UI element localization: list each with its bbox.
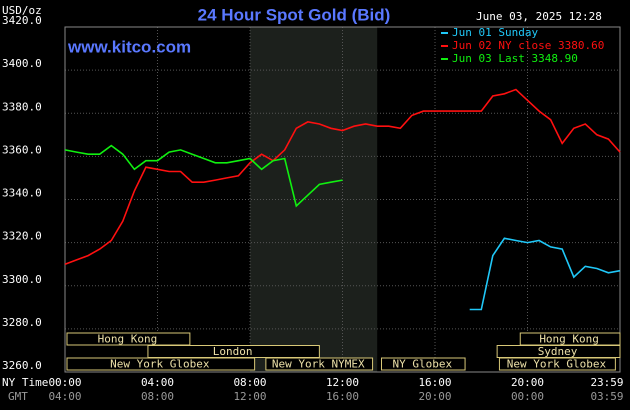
legend-label: Jun 03 Last 3348.90 bbox=[452, 52, 578, 65]
session-box bbox=[498, 357, 616, 371]
session-label: New York Globex bbox=[110, 358, 210, 371]
y-unit: USD/oz bbox=[2, 4, 42, 17]
y-tick-label: 3320.0 bbox=[2, 230, 42, 243]
x2-tick-label: 04:00 bbox=[48, 390, 81, 403]
chart-title: 24 Hour Spot Gold (Bid) bbox=[198, 5, 391, 24]
x-tick-label: 08:00 bbox=[233, 376, 266, 389]
x-tick-label: 23:59 bbox=[590, 376, 623, 389]
x-tick-label: 00:00 bbox=[48, 376, 81, 389]
legend-label: Jun 02 NY close 3380.60 bbox=[452, 39, 604, 52]
y-tick-label: 3380.0 bbox=[2, 100, 42, 113]
y-tick-label: 3300.0 bbox=[2, 273, 42, 286]
x-label: NY Time bbox=[2, 376, 48, 389]
session-box bbox=[66, 332, 191, 346]
session-label: London bbox=[213, 345, 253, 358]
session-highlight bbox=[250, 27, 378, 372]
session-label: Hong Kong bbox=[98, 333, 158, 346]
session-label: Sydney bbox=[538, 345, 578, 358]
x2-tick-label: 08:00 bbox=[141, 390, 174, 403]
x2-label: GMT bbox=[8, 390, 28, 403]
x2-tick-label: 00:00 bbox=[511, 390, 544, 403]
x2-tick-label: 12:00 bbox=[233, 390, 266, 403]
y-tick-label: 3340.0 bbox=[2, 187, 42, 200]
source: www.kitco.com bbox=[67, 37, 191, 56]
legend-label: Jun 01 Sunday bbox=[452, 26, 538, 39]
series-line bbox=[469, 237, 621, 311]
series-line bbox=[64, 144, 343, 208]
x-tick-label: 20:00 bbox=[511, 376, 544, 389]
session-box bbox=[265, 357, 374, 371]
session-label: Hong Kong bbox=[539, 333, 599, 346]
x-tick-label: 04:00 bbox=[141, 376, 174, 389]
session-label: New York NYMEX bbox=[272, 358, 365, 371]
session-box bbox=[66, 357, 256, 371]
x2-tick-label: 03:59 bbox=[590, 390, 623, 403]
plot-frame bbox=[64, 26, 621, 373]
session-box bbox=[381, 357, 466, 371]
y-tick-label: 3360.0 bbox=[2, 143, 42, 156]
y-tick-label: 3280.0 bbox=[2, 316, 42, 329]
timestamp: June 03, 2025 12:28 bbox=[476, 10, 602, 23]
series-line bbox=[64, 88, 621, 265]
session-label: NY Globex bbox=[392, 358, 452, 371]
x2-tick-label: 16:00 bbox=[326, 390, 359, 403]
x2-tick-label: 20:00 bbox=[418, 390, 451, 403]
y-tick-label: 3260.0 bbox=[2, 359, 42, 372]
y-tick-label: 3400.0 bbox=[2, 57, 42, 70]
y-tick-label: 3420.0 bbox=[2, 14, 42, 27]
x-tick-label: 16:00 bbox=[418, 376, 451, 389]
session-label: New York Globex bbox=[507, 358, 607, 371]
x-tick-label: 12:00 bbox=[326, 376, 359, 389]
